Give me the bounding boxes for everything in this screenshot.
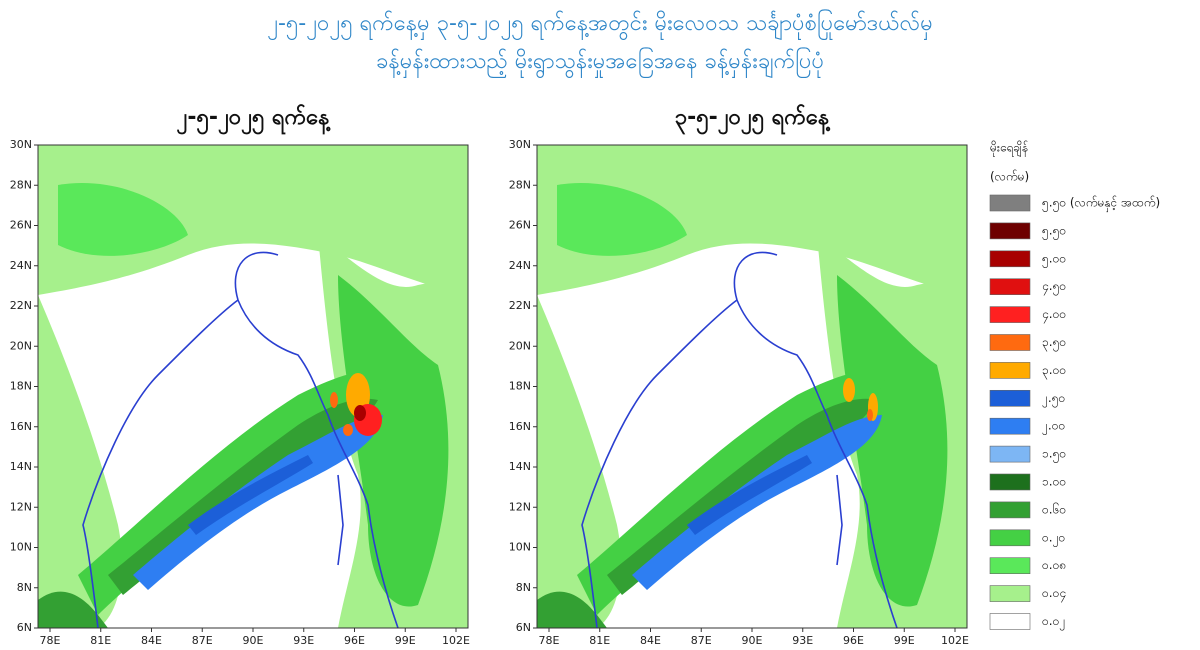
lat-label: 10N (10, 541, 32, 554)
legend-swatch (989, 501, 1031, 519)
lat-label: 26N (509, 219, 531, 232)
lat-label: 30N (509, 138, 531, 151)
title-line: ၂-၅-၂၀၂၅ ရက်နေ့မှ ၃-၅-၂၀၂၅ ရက်နေ့အတွင်း … (267, 9, 933, 41)
legend-label: ၁.၀၀ (1042, 475, 1066, 489)
legend: မိုးရေချိန် (လက်မ) ၅.၅၀ (လက်မနှင့် အထက်)… (989, 140, 1160, 631)
lat-label: 24N (10, 259, 32, 272)
lon-label: 78E (539, 634, 560, 647)
lat-label: 8N (516, 581, 531, 594)
legend-swatch (989, 306, 1031, 323)
lon-label: 99E (894, 634, 915, 647)
legend-swatch (989, 389, 1031, 407)
lon-label: 84E (141, 634, 162, 647)
legend-label: ၁.၅၀ (1042, 447, 1066, 464)
lat-label: 28N (10, 178, 32, 191)
lon-label: 99E (395, 634, 416, 647)
legend-label: ၄.၅၀ (1042, 279, 1066, 296)
legend-swatch (989, 362, 1031, 379)
legend-swatch (989, 585, 1031, 602)
legend-swatch (989, 194, 1031, 212)
rainfall-field (38, 145, 468, 628)
legend-swatch (989, 334, 1031, 351)
legend-label: ၂.၀၀ (1042, 419, 1065, 436)
legend-label: ၀.၂၀ (1042, 530, 1065, 547)
lon-label: 81E (90, 634, 111, 647)
lat-label: 10N (509, 541, 531, 554)
legend-unit: (လက်မ) (990, 169, 1029, 184)
lat-label: 8N (17, 581, 32, 594)
legend-swatch (989, 222, 1031, 240)
lat-label: 6N (17, 621, 32, 634)
legend-label: ၃.၅၀ (1042, 335, 1066, 352)
map (537, 145, 967, 628)
lat-label: 30N (10, 138, 32, 151)
legend-swatch (989, 529, 1031, 547)
legend-label: ၀.၀၈ (1042, 558, 1066, 572)
lon-label: 102E (442, 634, 470, 647)
map-title: ၃-၅-၂၀၂၅ ရက်နေ့ (675, 103, 832, 135)
legend-label: ၂.၅၀ (1042, 391, 1065, 408)
legend-label: ၀.၆၀ (1042, 501, 1066, 516)
lat-label: 22N (509, 299, 531, 312)
legend-title: မိုးရေချိန် (990, 140, 1028, 158)
lat-label: 20N (10, 339, 32, 352)
heavy-rain-area (343, 424, 353, 436)
title-line: ခန့်မှန်းထားသည့် မိုးရွာသွန်းမှုအခြေအနေ … (376, 47, 824, 79)
legend-label: ၅.၅၀ (1042, 223, 1066, 240)
map (38, 145, 468, 628)
lon-label: 81E (589, 634, 610, 647)
lat-label: 6N (516, 621, 531, 634)
heavy-rain-area (843, 378, 855, 402)
lon-label: 102E (941, 634, 969, 647)
legend-swatch (989, 557, 1031, 575)
lon-label: 78E (40, 634, 61, 647)
legend-swatch (989, 445, 1031, 463)
lat-label: 12N (509, 500, 531, 513)
lat-label: 18N (10, 380, 32, 393)
lon-label: 96E (843, 634, 864, 647)
legend-swatch (989, 613, 1031, 630)
legend-label: ၄.၀၀ (1042, 307, 1066, 324)
legend-swatch (989, 417, 1031, 435)
lon-label: 87E (192, 634, 213, 647)
lat-label: 20N (509, 339, 531, 352)
lat-label: 16N (509, 420, 531, 433)
legend-label: ၀.၀၄ (1042, 586, 1066, 603)
rainfall-field (537, 145, 967, 628)
lon-label: 84E (640, 634, 661, 647)
lat-label: 28N (509, 178, 531, 191)
lon-label: 93E (792, 634, 813, 647)
lat-label: 12N (10, 500, 32, 513)
legend-swatch (989, 473, 1031, 491)
heavy-rain-area (330, 392, 338, 408)
lat-label: 22N (10, 299, 32, 312)
lon-label: 93E (293, 634, 314, 647)
legend-label: ၃.၀၀ (1042, 363, 1066, 380)
legend-label: ၀.၀၂ (1042, 614, 1065, 631)
map-title: ၂-၅-၂၀၂၅ ရက်နေ့ (177, 103, 332, 135)
lat-label: 18N (509, 380, 531, 393)
lat-label: 16N (10, 420, 32, 433)
legend-label: ၅.၀၀ (1042, 251, 1066, 268)
legend-swatch (989, 278, 1031, 296)
lon-label: 90E (243, 634, 264, 647)
maps: ၂-၅-၂၀၂၅ ရက်နေ့ 30N 28N 26N 24N 22N 20N 18N 16N 1… (10, 103, 969, 647)
lon-label: 87E (691, 634, 712, 647)
lon-label: 96E (344, 634, 365, 647)
heavy-rain-area (867, 409, 873, 421)
heavy-rain-area (354, 405, 366, 421)
lat-label: 14N (10, 460, 32, 473)
lat-label: 24N (509, 259, 531, 272)
legend-label: ၅.၅၀ (လက်မနှင့် အထက်) (1042, 195, 1160, 213)
lon-label: 90E (742, 634, 763, 647)
legend-swatch (989, 250, 1031, 268)
lat-label: 14N (509, 460, 531, 473)
lat-label: 26N (10, 219, 32, 232)
